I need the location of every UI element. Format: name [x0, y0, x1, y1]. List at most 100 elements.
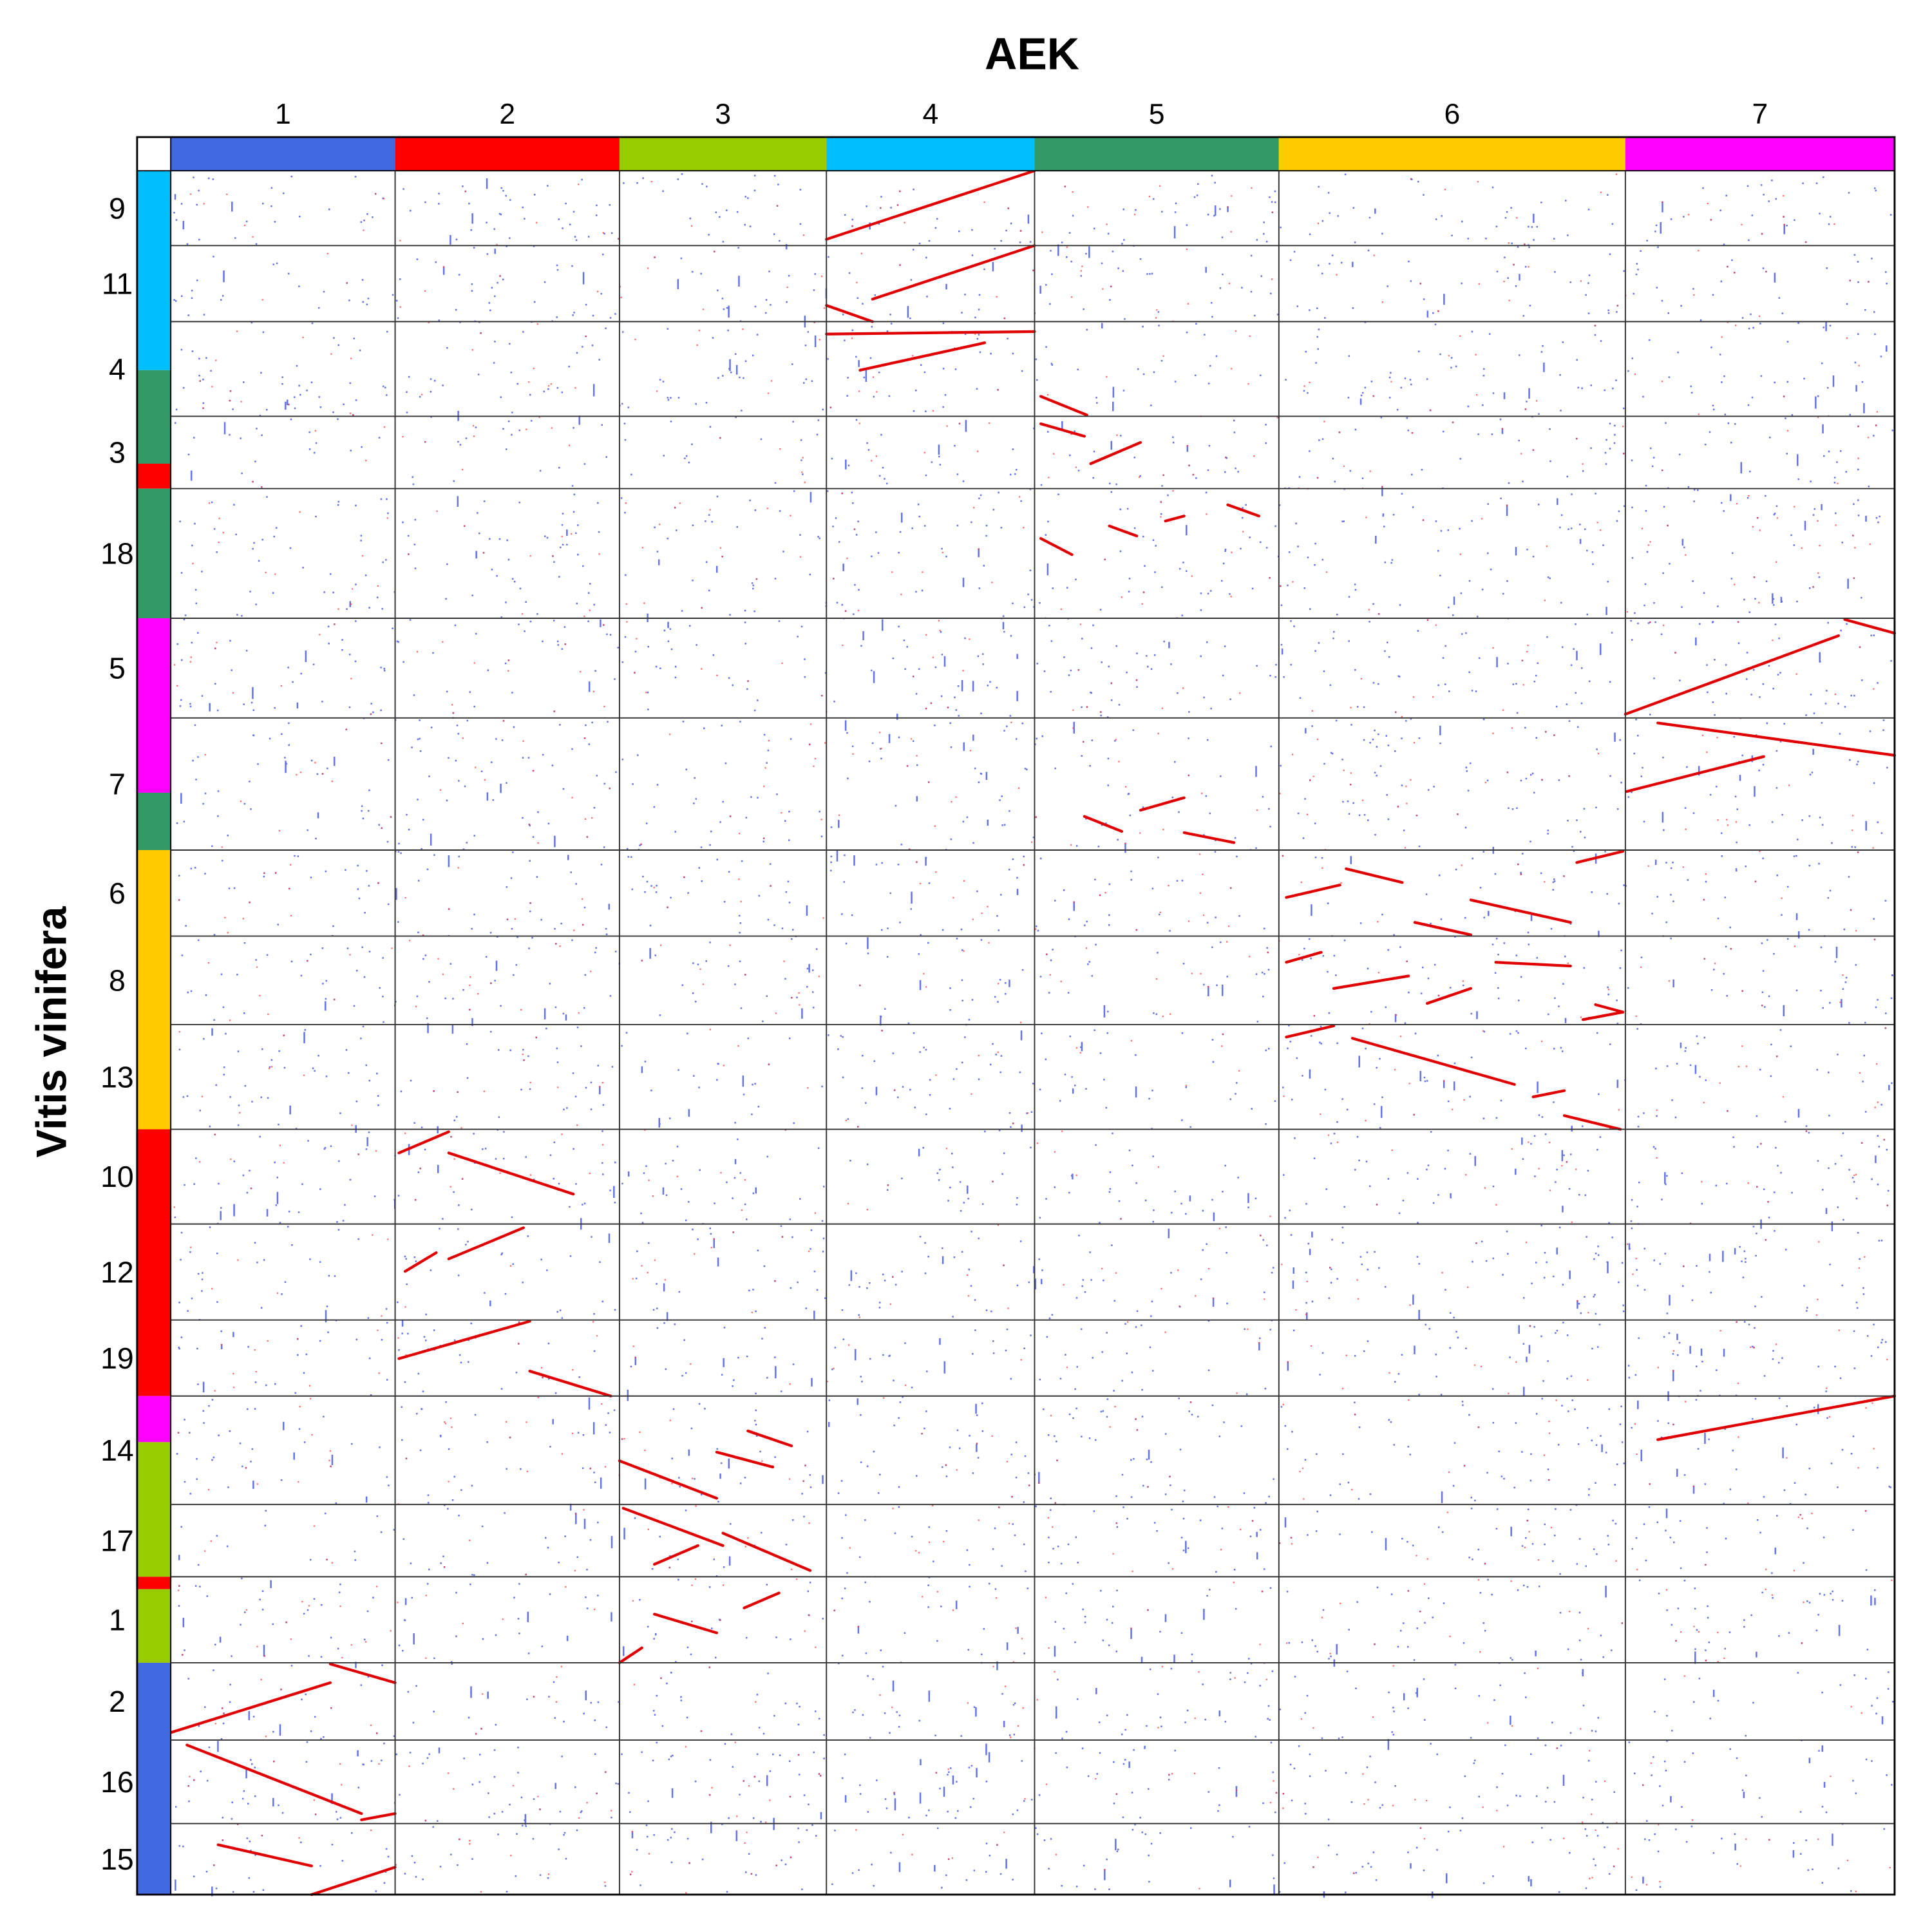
synteny-segment	[621, 1506, 724, 1548]
row-label: 13	[100, 1060, 134, 1094]
row-color-bar	[137, 370, 171, 464]
row-color-bar	[137, 1396, 171, 1443]
synteny-segment	[216, 1843, 313, 1868]
row-color-bar	[137, 488, 171, 618]
row-label: 1	[109, 1603, 126, 1636]
column-color-bar	[826, 137, 1035, 171]
synteny-segment	[721, 1531, 812, 1572]
column-color-bar	[395, 137, 620, 171]
row-label: 11	[102, 267, 133, 300]
synteny-segment	[1413, 921, 1472, 936]
synteny-segment	[1345, 867, 1404, 884]
column-color-bar	[1278, 137, 1625, 171]
column-color-bar	[1034, 137, 1279, 171]
column-label: 3	[715, 99, 731, 130]
synteny-segment	[1494, 961, 1572, 968]
synteny-segment	[1350, 1037, 1516, 1086]
row-label: 10	[100, 1160, 134, 1193]
synteny-segment	[1089, 440, 1142, 466]
row-label: 5	[109, 652, 126, 685]
synteny-segment	[618, 1459, 719, 1500]
synteny-segment	[185, 1743, 363, 1815]
column-label: 1	[275, 99, 291, 130]
synteny-segment	[1039, 537, 1074, 556]
synteny-segment	[310, 1866, 397, 1897]
row-label: 2	[109, 1685, 126, 1718]
synteny-segment	[1575, 849, 1625, 864]
synteny-segment	[1469, 898, 1572, 924]
column-label: 5	[1149, 99, 1165, 130]
synteny-segment	[1843, 618, 1897, 635]
synteny-segment	[1624, 634, 1840, 716]
synteny-segment	[653, 1544, 700, 1566]
synteny-segment	[528, 1369, 612, 1397]
synteny-segment	[1039, 422, 1086, 438]
synteny-segment	[1656, 721, 1897, 757]
synteny-segment	[1285, 951, 1323, 964]
synteny-segment	[746, 1429, 793, 1448]
row-color-bar	[137, 1589, 171, 1663]
synteny-segment	[1625, 755, 1765, 793]
synteny-segment	[715, 1450, 775, 1469]
row-label: 19	[100, 1341, 134, 1375]
synteny-segment	[169, 1681, 332, 1734]
synteny-segment	[858, 341, 987, 372]
row-label: 16	[100, 1765, 134, 1799]
column-label: 4	[922, 99, 938, 130]
row-label: 18	[100, 536, 134, 570]
row-label: 17	[100, 1524, 134, 1557]
synteny-segment	[1285, 1024, 1336, 1039]
row-color-bar	[137, 1662, 171, 1895]
synteny-segment	[328, 1662, 397, 1685]
synteny-segment	[397, 1320, 531, 1360]
row-label: 12	[100, 1255, 134, 1289]
row-color-bar	[137, 618, 171, 793]
column-label: 2	[499, 99, 515, 130]
row-label: 15	[100, 1842, 134, 1876]
column-color-bar	[1625, 137, 1895, 171]
synteny-segment	[618, 1646, 643, 1665]
synteny-segment	[1226, 503, 1260, 518]
row-color-bar	[137, 1129, 171, 1396]
synteny-segment	[653, 1613, 719, 1634]
synteny-segment	[360, 1812, 397, 1821]
synteny-segment	[743, 1591, 781, 1609]
synteny-segment	[1594, 1003, 1625, 1014]
synteny-segment	[397, 1130, 450, 1155]
row-color-bar	[137, 171, 171, 370]
chart-title: AEK	[985, 28, 1079, 79]
row-color-bar	[137, 464, 171, 489]
column-label: 7	[1752, 99, 1768, 130]
column-color-bar	[171, 137, 395, 171]
synteny-segment	[403, 1251, 438, 1273]
row-label: 6	[109, 876, 126, 910]
row-label: 7	[109, 768, 126, 801]
row-label: 9	[109, 191, 126, 225]
plot-frame	[136, 136, 1896, 1896]
synteny-segment	[1039, 395, 1088, 417]
synteny-segment	[1656, 1394, 1897, 1441]
synteny-segment	[1285, 884, 1341, 899]
synteny-segment	[1182, 831, 1236, 844]
synteny-segment	[1332, 974, 1410, 990]
synteny-segment	[1164, 515, 1186, 523]
row-label: 4	[109, 352, 126, 386]
synteny-segment	[825, 330, 1036, 336]
row-label: 8	[109, 963, 126, 997]
column-color-bar	[619, 137, 827, 171]
synteny-segment	[1139, 796, 1186, 812]
synteny-segment	[1108, 524, 1139, 538]
synteny-segment	[1426, 987, 1472, 1005]
row-label: 14	[100, 1434, 134, 1467]
row-color-bar	[137, 1577, 171, 1589]
row-color-bar	[137, 792, 171, 850]
row-label: 3	[109, 436, 126, 469]
synteny-segment	[1083, 815, 1124, 833]
synteny-segment	[1562, 1114, 1622, 1131]
row-color-bar	[137, 1442, 171, 1577]
synteny-segment	[447, 1226, 526, 1260]
synteny-segment	[1531, 1089, 1566, 1099]
